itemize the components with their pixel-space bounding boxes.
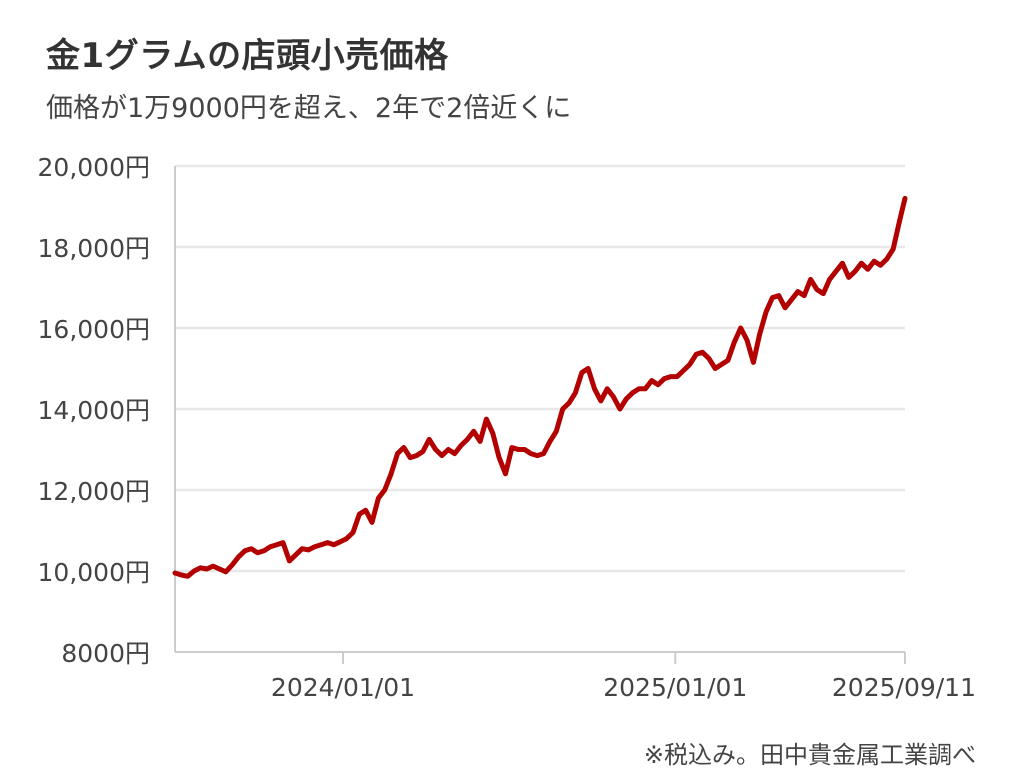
- x-tick-label: 2025/01/01: [603, 673, 747, 702]
- source-note: ※税込み。田中貴金属工業調べ: [643, 741, 976, 769]
- series-group: [172, 195, 908, 579]
- y-axis: 8000円 10,000円 12,000円 14,000円 16,000円 18,000円…: [38, 153, 176, 668]
- y-tick-label: 16,000円: [38, 315, 150, 344]
- y-tick-label: 12,000円: [38, 477, 150, 506]
- price-series-line: [172, 195, 908, 579]
- chart-title: 金1グラムの店頭小売価格: [46, 36, 449, 76]
- y-tick-label: 8000円: [61, 639, 150, 668]
- chart-subtitle: 価格が1万9000円を超え、2年で2倍近くに: [46, 93, 572, 124]
- y-tick-label: 14,000円: [38, 396, 150, 425]
- x-tick-label: 2025/09/11: [832, 673, 976, 702]
- y-tick-label: 10,000円: [38, 558, 150, 587]
- y-tick-label: 20,000円: [38, 153, 150, 182]
- y-tick-label: 18,000円: [38, 234, 150, 263]
- x-tick-label: 2024/01/01: [271, 673, 415, 702]
- x-axis: 2024/01/01 2025/01/01 2025/09/11: [175, 651, 976, 702]
- gridlines: [175, 164, 905, 573]
